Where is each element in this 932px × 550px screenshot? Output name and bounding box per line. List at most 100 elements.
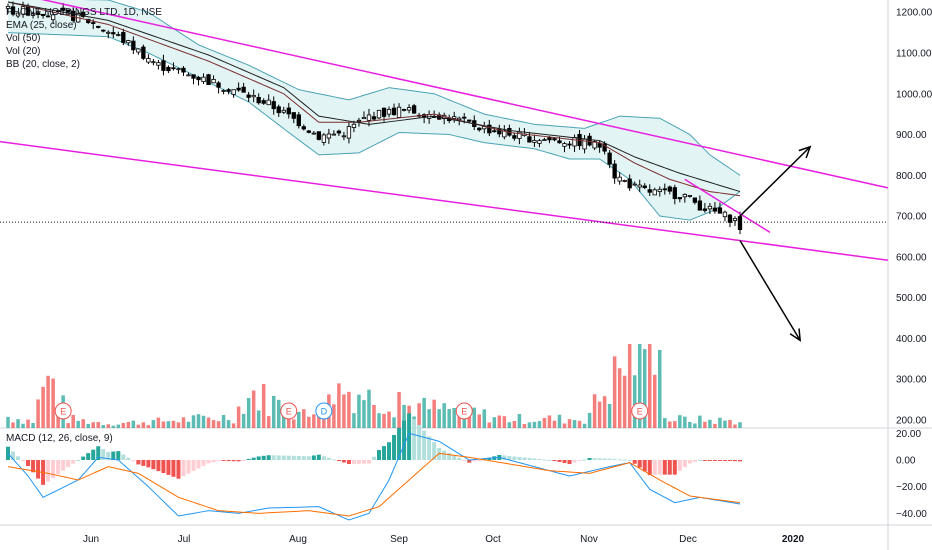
volume-bar: [297, 411, 301, 428]
volume-bar: [146, 425, 151, 428]
volume-bar: [36, 399, 40, 428]
macd-histogram-bar: [296, 456, 301, 460]
candle-body: [602, 143, 607, 152]
volume-bar: [292, 419, 296, 428]
volume-bar: [552, 420, 557, 428]
volume-bar: [71, 414, 75, 428]
macd-tick-label: 0.00: [896, 456, 916, 467]
volume-bar: [587, 412, 592, 428]
macd-histogram-bar: [387, 442, 392, 460]
macd-histogram-bar: [457, 457, 462, 460]
candle-body: [567, 143, 572, 146]
volume-bar: [226, 420, 231, 428]
event-marker: [280, 402, 298, 420]
macd-histogram-bar: [707, 460, 712, 461]
volume-bar: [246, 398, 251, 428]
volume-bar: [211, 420, 216, 428]
volume-bar: [81, 419, 85, 428]
volume-bar: [352, 413, 356, 428]
candle-body: [15, 12, 21, 17]
candle-body: [316, 131, 321, 140]
macd-histogram-bar: [582, 459, 587, 461]
volume-bar: [66, 423, 70, 428]
candle-body: [106, 31, 111, 34]
macd-histogram-bar: [737, 460, 742, 462]
macd-histogram-bar: [71, 460, 76, 464]
macd-histogram-bar: [76, 460, 81, 461]
macd-histogram-bar: [101, 449, 106, 460]
candle-body: [40, 13, 46, 17]
candle-body: [326, 133, 332, 139]
candle-body: [647, 189, 652, 193]
volume-bar: [171, 420, 176, 428]
price-tick-label: 1000.00: [896, 89, 932, 100]
macd-histogram-bar: [722, 460, 727, 461]
candle-body: [81, 11, 86, 17]
candle-body: [176, 68, 181, 71]
candle-body: [181, 67, 186, 73]
candle-body: [351, 123, 357, 128]
candle-body: [111, 32, 116, 35]
volume-bar: [467, 410, 472, 428]
volume-bar: [562, 423, 567, 428]
macd-histogram-bar: [537, 459, 542, 460]
candle-body: [296, 114, 301, 127]
candle-body: [587, 135, 592, 146]
volume-bar: [347, 391, 351, 428]
macd-histogram-bar: [697, 460, 702, 461]
volume-bar: [502, 416, 507, 428]
candle-body: [462, 116, 467, 119]
volume-bar: [31, 422, 35, 428]
volume-bar: [492, 417, 497, 428]
volume-bar: [16, 419, 20, 428]
volume-bar: [41, 386, 45, 428]
macd-signal-line: [7, 452, 741, 517]
macd-histogram-bar: [427, 436, 432, 460]
macd-histogram-bar: [502, 455, 507, 460]
volume-bar: [131, 420, 136, 428]
macd-histogram-bar: [246, 458, 251, 460]
volume-bar: [256, 410, 261, 428]
candle-body: [537, 140, 542, 144]
volume-bar: [572, 420, 577, 428]
candle-body: [532, 140, 537, 143]
volume-bar: [362, 400, 366, 428]
volume-bar: [51, 378, 55, 428]
macd-histogram-bar: [657, 460, 662, 475]
macd-histogram-bar: [417, 424, 422, 460]
candle-body: [306, 130, 311, 133]
volume-bar: [708, 419, 712, 428]
volume-bar: [547, 415, 552, 428]
legend-vol-20: Vol (20): [6, 46, 41, 57]
candle-body: [692, 197, 698, 203]
volume-bar: [422, 397, 426, 428]
macd-histogram-bar: [81, 456, 86, 460]
candle-body: [211, 78, 216, 84]
event-marker-label: E: [637, 407, 643, 417]
candle-body: [562, 143, 567, 147]
candle-body: [712, 207, 718, 212]
volume-bar: [151, 420, 156, 428]
volume-bar: [126, 421, 131, 428]
macd-histogram-bar: [86, 453, 91, 460]
candle-body: [672, 187, 677, 200]
macd-histogram-bar: [331, 459, 336, 461]
volume-bar: [592, 394, 597, 428]
macd-histogram-bar: [111, 451, 116, 460]
candle-body: [682, 194, 687, 198]
candle-body: [281, 109, 286, 113]
candle-body: [191, 74, 196, 79]
macd-histogram-bar: [652, 460, 657, 475]
candle-body: [547, 137, 552, 141]
volume-bar: [417, 403, 421, 428]
macd-histogram-bar: [517, 457, 522, 460]
macd-histogram-bar: [432, 442, 437, 460]
price-tick-label: 600.00: [896, 252, 927, 263]
macd-histogram-bar: [176, 460, 181, 479]
time-tick-label: 2020: [782, 534, 805, 545]
volume-bar: [46, 375, 50, 428]
volume-bar: [497, 415, 502, 428]
volume-bar: [332, 404, 336, 428]
candle-body: [527, 136, 532, 143]
